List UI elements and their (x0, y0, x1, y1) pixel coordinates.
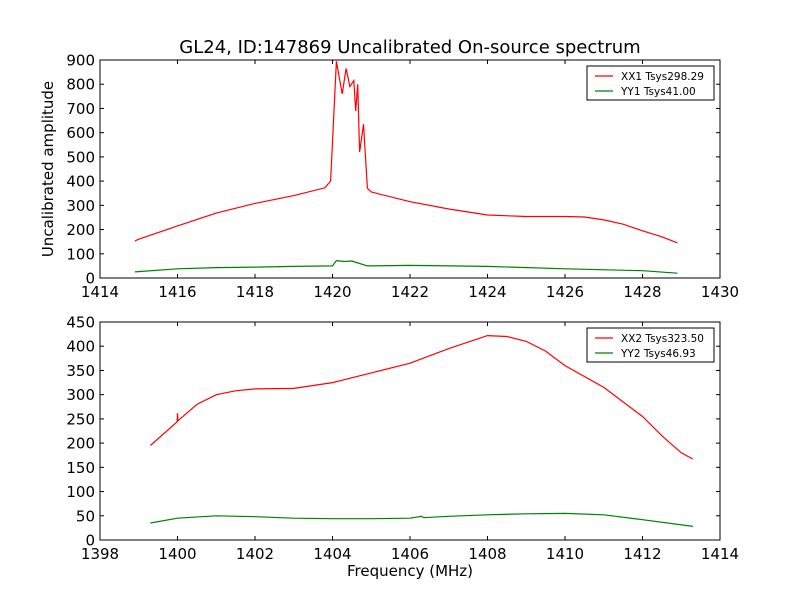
series-line-xx1 (134, 61, 678, 244)
x-tick-label: 1416 (158, 283, 196, 301)
y-tick-label: 400 (66, 338, 95, 356)
x-tick-label: 1426 (546, 283, 584, 301)
y-tick-label: 100 (66, 245, 95, 263)
y-tick-label: 100 (66, 483, 95, 501)
legend-label: YY1 Tsys41.00 (620, 86, 696, 98)
x-tick-label: 1424 (468, 283, 506, 301)
y-tick-label: 0 (85, 270, 95, 288)
x-tick-label: 1430 (701, 283, 739, 301)
legend-frame (586, 327, 715, 363)
x-tick-label: 1404 (313, 545, 351, 563)
x-tick-label: 1398 (81, 545, 119, 563)
x-tick-label: 1400 (158, 545, 196, 563)
legend-label: XX1 Tsys298.29 (621, 71, 704, 83)
axes-1: 1414 1416 1418 1420 1422 1424 1426 1428 1430 0 100… (39, 52, 739, 302)
y-tick-label: 300 (66, 386, 95, 404)
x-tick-label: 1420 (313, 283, 351, 301)
x-tick-label: 1422 (391, 283, 429, 301)
y-tick-label: 350 (66, 362, 95, 380)
x-tick-label: 1414 (81, 283, 119, 301)
y-tick-label: 500 (66, 148, 95, 166)
y-tick-label: 700 (66, 100, 95, 118)
legend-frame (586, 65, 715, 101)
legend-label: YY2 Tsys46.93 (620, 348, 696, 360)
chart-title: GL24, ID:147869 Uncalibrated On-source s… (179, 37, 640, 58)
legend: XX1 Tsys298.29 YY1 Tsys41.00 (586, 65, 715, 101)
series-line-yy2 (150, 512, 693, 527)
x-tick-label: 1408 (468, 545, 506, 563)
x-tick-label: 1406 (391, 545, 429, 563)
axes-2: 1398 1400 1402 1404 1406 1408 1410 1412 1414 0 50 1… (66, 314, 739, 581)
legend-label: XX2 Tsys323.50 (621, 333, 704, 345)
y-tick-label: 200 (66, 435, 95, 453)
x-tick-label: 1402 (236, 545, 274, 563)
y-tick-label: 250 (66, 410, 95, 428)
y-tick-label: 400 (66, 173, 95, 191)
x-tick-label: 1414 (701, 545, 739, 563)
x-tick-label: 1412 (623, 545, 661, 563)
x-axis-label: Frequency (MHz) (347, 562, 473, 580)
y-tick-label: 200 (66, 221, 95, 239)
series-line-yy1 (134, 259, 678, 274)
y-tick-label: 900 (66, 52, 95, 70)
y-tick-label: 50 (76, 507, 95, 525)
x-tick-label: 1418 (236, 283, 274, 301)
y-tick-label: 600 (66, 124, 95, 142)
y-tick-label: 450 (66, 314, 95, 332)
legend: XX2 Tsys323.50 YY2 Tsys46.93 (586, 327, 715, 363)
y-axis-label: Uncalibrated amplitude (39, 81, 57, 257)
series-line-xx2 (150, 334, 694, 460)
y-tick-label: 150 (66, 459, 95, 477)
y-tick-label: 300 (66, 197, 95, 215)
x-tick-label: 1428 (623, 283, 661, 301)
y-tick-label: 0 (85, 532, 95, 550)
x-tick-label: 1410 (546, 545, 584, 563)
y-tick-label: 800 (66, 76, 95, 94)
